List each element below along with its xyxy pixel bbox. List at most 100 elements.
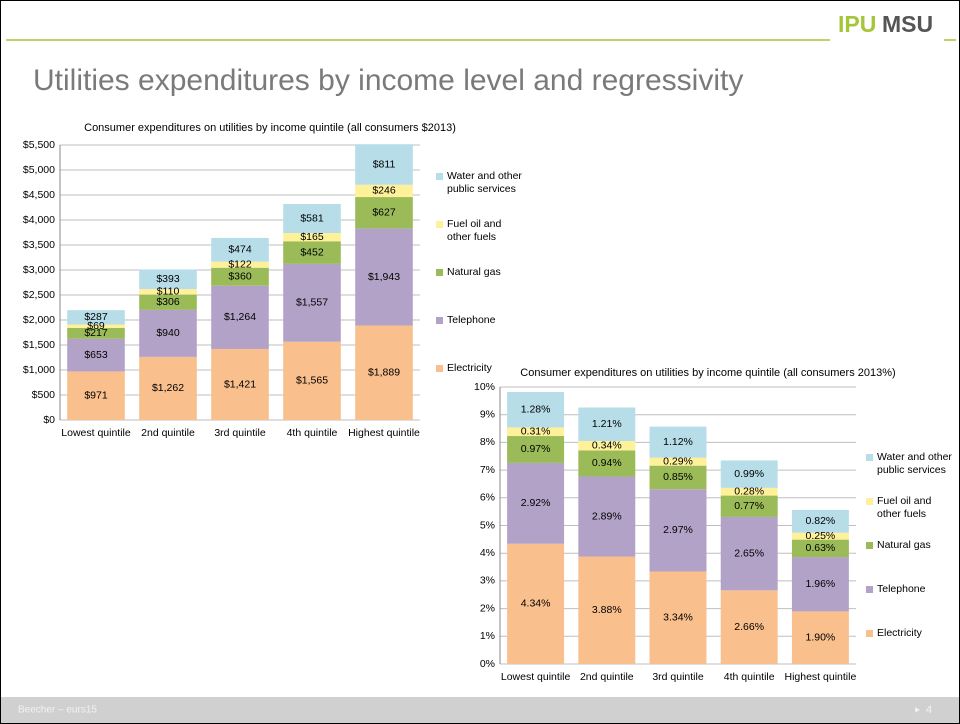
- bar-segment: [720, 516, 778, 591]
- value-label: 0.63%: [806, 542, 836, 554]
- footer-bar: [1, 697, 959, 723]
- y-tick-label: 6%: [480, 492, 495, 504]
- bar-segment: [355, 228, 413, 326]
- legend-item: Fuel oil and other fuels: [866, 495, 954, 521]
- value-label: 3.34%: [663, 612, 693, 624]
- value-label: 0.97%: [521, 443, 551, 455]
- x-tick-label: Highest quintile: [348, 427, 420, 439]
- bar-segment: [649, 457, 707, 466]
- bar-segment: [355, 325, 413, 420]
- bar-segment: [720, 460, 778, 488]
- value-label: 0.77%: [734, 500, 764, 512]
- bar-segment: [67, 371, 125, 420]
- value-label: $110: [157, 286, 180, 298]
- bar-segment: [139, 289, 197, 295]
- value-label: 0.82%: [806, 515, 836, 527]
- legend-swatch: [436, 173, 443, 180]
- value-label: 1.90%: [806, 631, 836, 643]
- value-label: 2.97%: [663, 524, 693, 536]
- y-tick-label: $2,000: [23, 314, 55, 326]
- y-tick-label: $3,500: [23, 239, 55, 251]
- value-label: $1,264: [224, 311, 256, 323]
- x-tick-label: 3rd quintile: [652, 671, 704, 683]
- legend-label: Natural gas: [877, 539, 931, 551]
- bar-segment: [507, 391, 565, 428]
- y-tick-label: 7%: [480, 464, 495, 476]
- legend-item: Natural gas: [436, 266, 524, 279]
- y-tick-label: 1%: [480, 630, 495, 642]
- bar-segment: [139, 356, 197, 420]
- bar-segment: [649, 571, 707, 664]
- bar-segment: [67, 310, 125, 325]
- legend-label: Fuel oil and other fuels: [447, 218, 502, 243]
- value-label: 1.96%: [806, 578, 836, 590]
- bar-segment: [720, 495, 778, 517]
- value-label: 0.31%: [521, 426, 551, 438]
- value-label: $1,262: [152, 382, 184, 394]
- y-tick-label: 2%: [480, 602, 495, 614]
- legend-item: Telephone: [436, 314, 524, 327]
- y-tick-label: 3%: [480, 575, 495, 587]
- value-label: $1,889: [368, 367, 400, 379]
- value-label: $971: [84, 390, 108, 402]
- legend-swatch: [436, 221, 443, 228]
- legend-item: Natural gas: [866, 539, 954, 552]
- x-tick-label: Highest quintile: [785, 671, 857, 683]
- legend-label: Fuel oil and other fuels: [877, 495, 932, 520]
- bar-segment: [649, 465, 707, 490]
- bar-segment: [283, 204, 341, 234]
- page-arrow: ▸: [915, 705, 920, 716]
- value-label: $940: [156, 327, 180, 339]
- bar-segment: [67, 324, 125, 328]
- bar-segment: [211, 348, 269, 420]
- value-label: 2.92%: [521, 497, 551, 509]
- value-label: $653: [84, 349, 108, 361]
- legend-swatch: [436, 365, 443, 372]
- value-label: $1,557: [296, 297, 328, 309]
- bar-segment: [649, 426, 707, 458]
- x-tick-label: 4th quintile: [287, 427, 338, 439]
- bar-segment: [355, 184, 413, 198]
- value-label: 4.34%: [521, 598, 551, 610]
- legend-label: Water and other public services: [877, 451, 952, 476]
- y-tick-label: $3,000: [23, 264, 55, 276]
- bar-segment: [139, 309, 197, 357]
- bar-segment: [791, 532, 849, 540]
- chart-title: Consumer expenditures on utilities by in…: [84, 122, 456, 134]
- bar-segment: [578, 407, 636, 442]
- y-tick-label: $5,500: [23, 139, 55, 151]
- value-label: $165: [300, 231, 324, 243]
- y-tick-label: $1,000: [23, 364, 55, 376]
- value-label: 1.28%: [521, 403, 551, 415]
- footer-text: Beecher – eurs15: [18, 705, 97, 716]
- legend-label: Electricity: [447, 362, 492, 374]
- legend-swatch: [866, 454, 873, 461]
- y-tick-label: $4,000: [23, 214, 55, 226]
- value-label: 3.88%: [592, 604, 622, 616]
- bar-segment: [355, 144, 413, 185]
- bar-segment: [649, 489, 707, 572]
- value-label: $811: [373, 158, 396, 170]
- value-label: $306: [156, 296, 180, 308]
- legend-item: Water and other public services: [436, 170, 524, 196]
- bar-segment: [720, 590, 778, 664]
- value-label: 0.94%: [592, 457, 622, 469]
- bar-segment: [211, 285, 269, 349]
- legend-label: Telephone: [877, 583, 926, 595]
- value-label: 0.34%: [592, 440, 622, 452]
- bar-segment: [791, 557, 849, 612]
- y-tick-label: 5%: [480, 519, 495, 531]
- value-label: 0.99%: [734, 468, 764, 480]
- bar-segment: [283, 241, 341, 264]
- y-tick-label: $5,000: [23, 164, 55, 176]
- legend-label: Natural gas: [447, 266, 501, 278]
- legend-item: Water and other public services: [866, 451, 954, 477]
- y-tick-label: $4,500: [23, 189, 55, 201]
- legend-item: Electricity: [436, 362, 524, 375]
- value-label: $452: [300, 246, 324, 258]
- legend-swatch: [866, 542, 873, 549]
- legend-item: Fuel oil and other fuels: [436, 218, 524, 244]
- y-tick-label: 0%: [480, 658, 495, 670]
- y-tick-label: $1,500: [23, 339, 55, 351]
